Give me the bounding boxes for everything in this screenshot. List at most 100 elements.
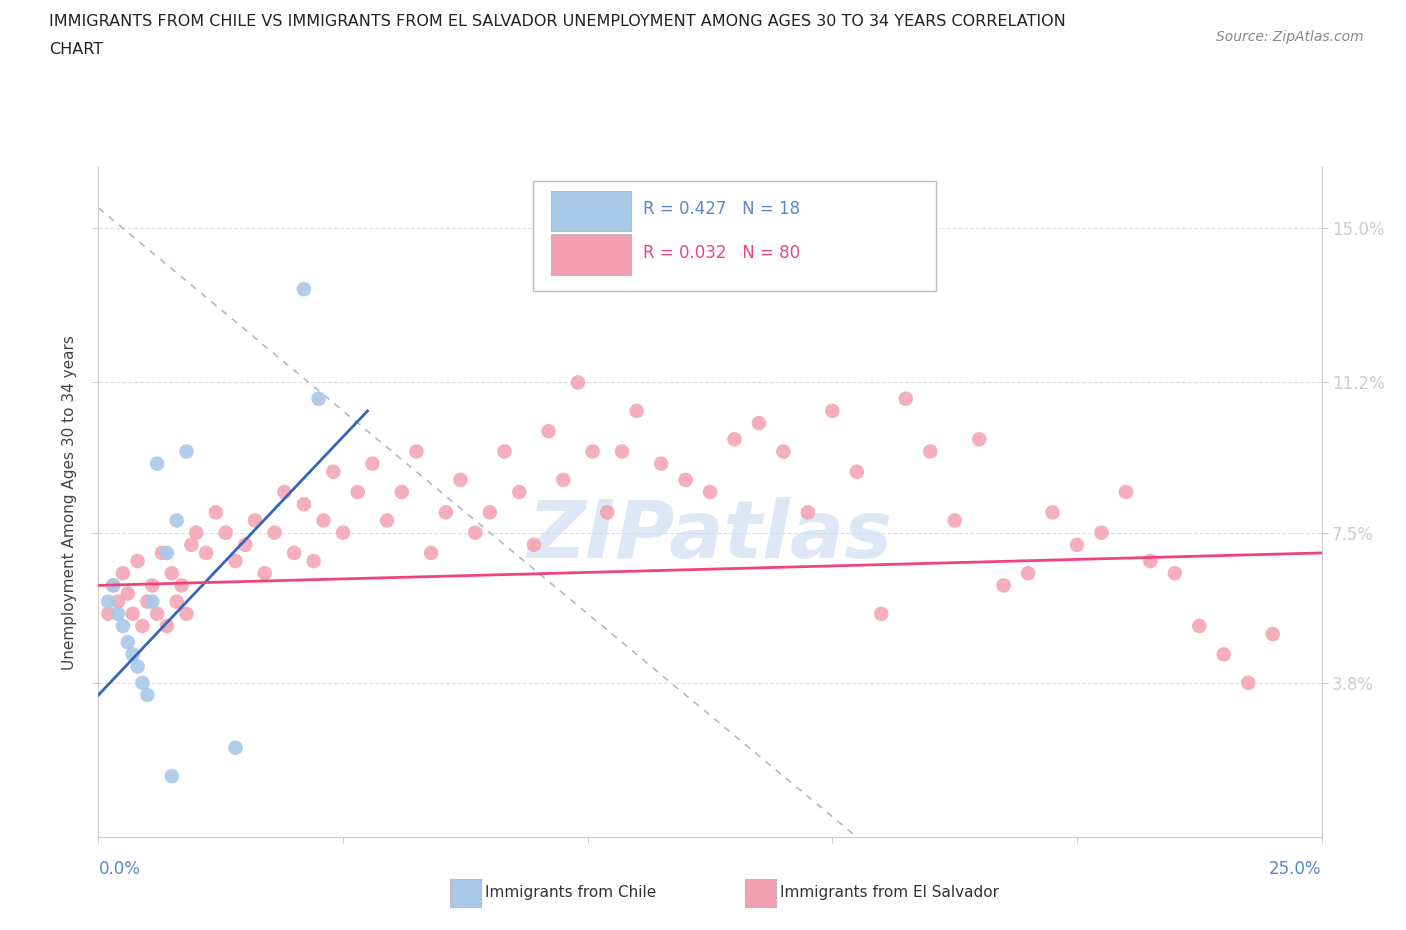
Text: Source: ZipAtlas.com: Source: ZipAtlas.com (1216, 30, 1364, 44)
Point (610, 444, 633, 458)
Point (111, 565, 134, 580)
Text: 0.0%: 0.0% (98, 860, 141, 878)
Text: Immigrants from El Salvador: Immigrants from El Salvador (780, 885, 1000, 900)
Point (821, 404, 844, 418)
Point (107, 594, 129, 609)
Point (136, 594, 159, 609)
Point (97, 594, 120, 609)
Point (420, 546, 443, 561)
Point (537, 424, 560, 439)
Point (186, 525, 208, 540)
Text: Immigrants from Chile: Immigrants from Chile (485, 885, 657, 900)
Point (150, 546, 173, 561)
Point (292, 497, 315, 512)
Point (273, 485, 295, 499)
Point (180, 538, 202, 552)
Point (1115, 485, 1137, 499)
Point (233, 538, 256, 552)
Point (160, 565, 183, 580)
Point (748, 416, 770, 431)
Point (1261, 627, 1284, 642)
Text: R = 0.032   N = 80: R = 0.032 N = 80 (643, 244, 800, 262)
Point (967, 432, 990, 446)
Point (283, 546, 305, 561)
Point (121, 647, 143, 662)
Point (146, 457, 169, 472)
Point (308, 392, 330, 406)
Point (117, 586, 139, 601)
Point (797, 505, 820, 520)
Point (626, 404, 648, 418)
Point (567, 375, 589, 390)
Point (101, 578, 124, 592)
Text: IMMIGRANTS FROM CHILE VS IMMIGRANTS FROM EL SALVADOR UNEMPLOYMENT AMONG AGES 30 : IMMIGRANTS FROM CHILE VS IMMIGRANTS FROM… (49, 14, 1066, 29)
Point (391, 485, 413, 499)
FancyBboxPatch shape (551, 234, 630, 274)
Point (205, 505, 228, 520)
Point (699, 485, 721, 499)
Point (224, 553, 246, 568)
Point (312, 513, 335, 528)
Point (156, 618, 179, 633)
Text: 25.0%: 25.0% (1270, 860, 1322, 878)
Point (581, 444, 603, 458)
Point (127, 659, 149, 674)
Point (450, 472, 472, 487)
Point (117, 635, 139, 650)
Point (166, 594, 188, 609)
Point (494, 444, 516, 458)
Point (146, 606, 169, 621)
Y-axis label: Unemployment Among Ages 30 to 34 years: Unemployment Among Ages 30 to 34 years (62, 335, 77, 670)
Point (596, 505, 619, 520)
FancyBboxPatch shape (551, 191, 630, 231)
Point (166, 513, 188, 528)
Point (993, 578, 1015, 592)
Point (346, 485, 368, 499)
Point (131, 618, 153, 633)
Point (292, 282, 315, 297)
Point (214, 525, 236, 540)
Point (723, 432, 745, 446)
Point (361, 457, 384, 472)
Point (121, 606, 143, 621)
Point (322, 464, 344, 479)
Point (508, 485, 530, 499)
Point (136, 687, 159, 702)
Point (1212, 647, 1234, 662)
Point (1017, 565, 1039, 580)
Point (243, 513, 266, 528)
Point (870, 606, 893, 621)
Point (1237, 675, 1260, 690)
Point (141, 578, 163, 592)
Point (1090, 525, 1112, 540)
Point (464, 525, 486, 540)
Point (131, 675, 153, 690)
Point (650, 457, 672, 472)
Point (405, 444, 427, 458)
Point (943, 513, 966, 528)
Point (523, 538, 546, 552)
Point (478, 505, 501, 520)
Point (170, 578, 193, 592)
Point (1188, 618, 1211, 633)
Point (176, 444, 198, 458)
Text: ZIPatlas: ZIPatlas (527, 497, 893, 575)
Text: CHART: CHART (49, 42, 103, 57)
Point (224, 740, 246, 755)
Point (263, 525, 285, 540)
Point (101, 578, 124, 592)
Point (176, 606, 198, 621)
Point (1139, 553, 1161, 568)
Point (845, 464, 868, 479)
Point (97, 606, 120, 621)
Point (195, 546, 218, 561)
Point (375, 513, 398, 528)
Point (772, 444, 794, 458)
Point (894, 392, 917, 406)
Point (107, 606, 129, 621)
FancyBboxPatch shape (533, 180, 936, 291)
Point (156, 546, 179, 561)
Point (127, 553, 149, 568)
Point (434, 505, 457, 520)
Point (1164, 565, 1187, 580)
